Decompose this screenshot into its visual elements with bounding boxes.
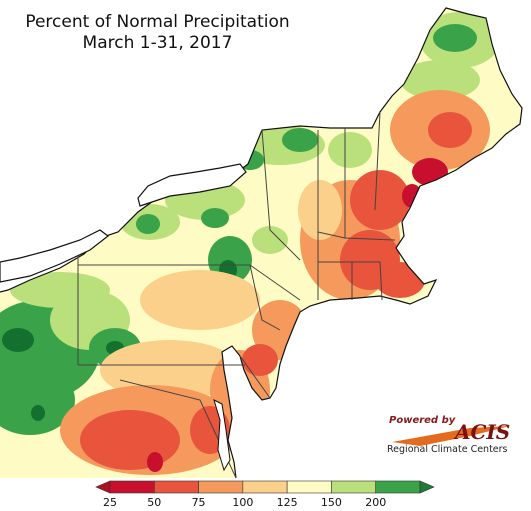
legend-label: 150 [320, 496, 342, 509]
legend-label: 75 [191, 496, 206, 509]
lake-erie [0, 229, 109, 283]
legend-bin-5 [331, 480, 377, 494]
map-title: Percent of Normal Precipitation [25, 12, 290, 32]
coastline [0, 7, 523, 479]
powered-by-label: Powered by [389, 415, 456, 426]
lake-ontario [137, 163, 247, 207]
legend-bin-3 [242, 480, 288, 494]
legend-label: 125 [276, 496, 298, 509]
legend-bin-1 [153, 480, 199, 494]
legend-label: 50 [147, 496, 162, 509]
legend-high-arrow [419, 480, 435, 494]
legend-label: 100 [232, 496, 254, 509]
map-subtitle: March 1-31, 2017 [82, 33, 233, 53]
acis-swoosh [392, 426, 510, 446]
legend-bin-4 [286, 480, 332, 494]
legend-bin-0 [109, 480, 155, 494]
legend-label: 25 [103, 496, 117, 509]
legend-bin-6 [375, 480, 421, 494]
legend-bin-2 [198, 480, 244, 494]
chesapeake-bay [213, 399, 231, 472]
acis-wordmark: ACIS [455, 420, 511, 444]
acis-logo: Powered by ACIS Regional Climate Centers [383, 412, 513, 458]
legend-label: 200 [365, 496, 387, 509]
rcc-label: Regional Climate Centers [387, 444, 508, 455]
legend [95, 480, 435, 494]
legend-low-arrow [95, 480, 111, 494]
